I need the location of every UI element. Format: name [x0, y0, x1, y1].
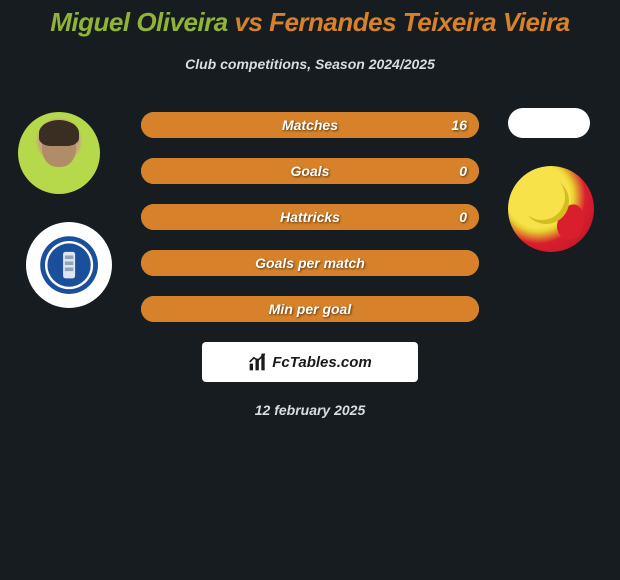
page-title: Miguel Oliveira vs Fernandes Teixeira Vi…: [0, 7, 620, 38]
player1-avatar: [18, 112, 100, 194]
player2-club-badge: [508, 166, 594, 252]
stat-bar-left-value: 16: [451, 117, 467, 133]
stat-bar-label: Hattricks: [280, 209, 340, 225]
player2-avatar: [508, 108, 590, 138]
stat-bar: Goals per match: [141, 250, 479, 276]
stat-bar-label: Goals per match: [255, 255, 365, 271]
stat-bar-label: Matches: [282, 117, 338, 133]
player2-name: Fernandes Teixeira Vieira: [269, 7, 570, 37]
brand-badge: FcTables.com: [202, 342, 418, 382]
brand-text: FcTables.com: [272, 354, 371, 371]
stat-bar: Goals 0: [141, 158, 479, 184]
subtitle: Club competitions, Season 2024/2025: [0, 56, 620, 72]
date: 12 february 2025: [0, 402, 620, 418]
player1-name: Miguel Oliveira: [50, 7, 227, 37]
stat-bar: Matches 16: [141, 112, 479, 138]
chart-area: Matches 16 Goals 0 Hattricks 0 Goals per match…: [0, 112, 620, 322]
player1-club-badge: [26, 222, 112, 308]
stat-bar-label: Min per goal: [269, 301, 351, 317]
stat-bar-left-value: 0: [459, 209, 467, 225]
vs-separator: vs: [228, 7, 269, 37]
stat-bar: Hattricks 0: [141, 204, 479, 230]
stat-bar-left-value: 0: [459, 163, 467, 179]
stat-bar-label: Goals: [291, 163, 330, 179]
stat-bars: Matches 16 Goals 0 Hattricks 0 Goals per match…: [141, 112, 479, 322]
chart-icon: [248, 352, 268, 372]
stat-bar: Min per goal: [141, 296, 479, 322]
